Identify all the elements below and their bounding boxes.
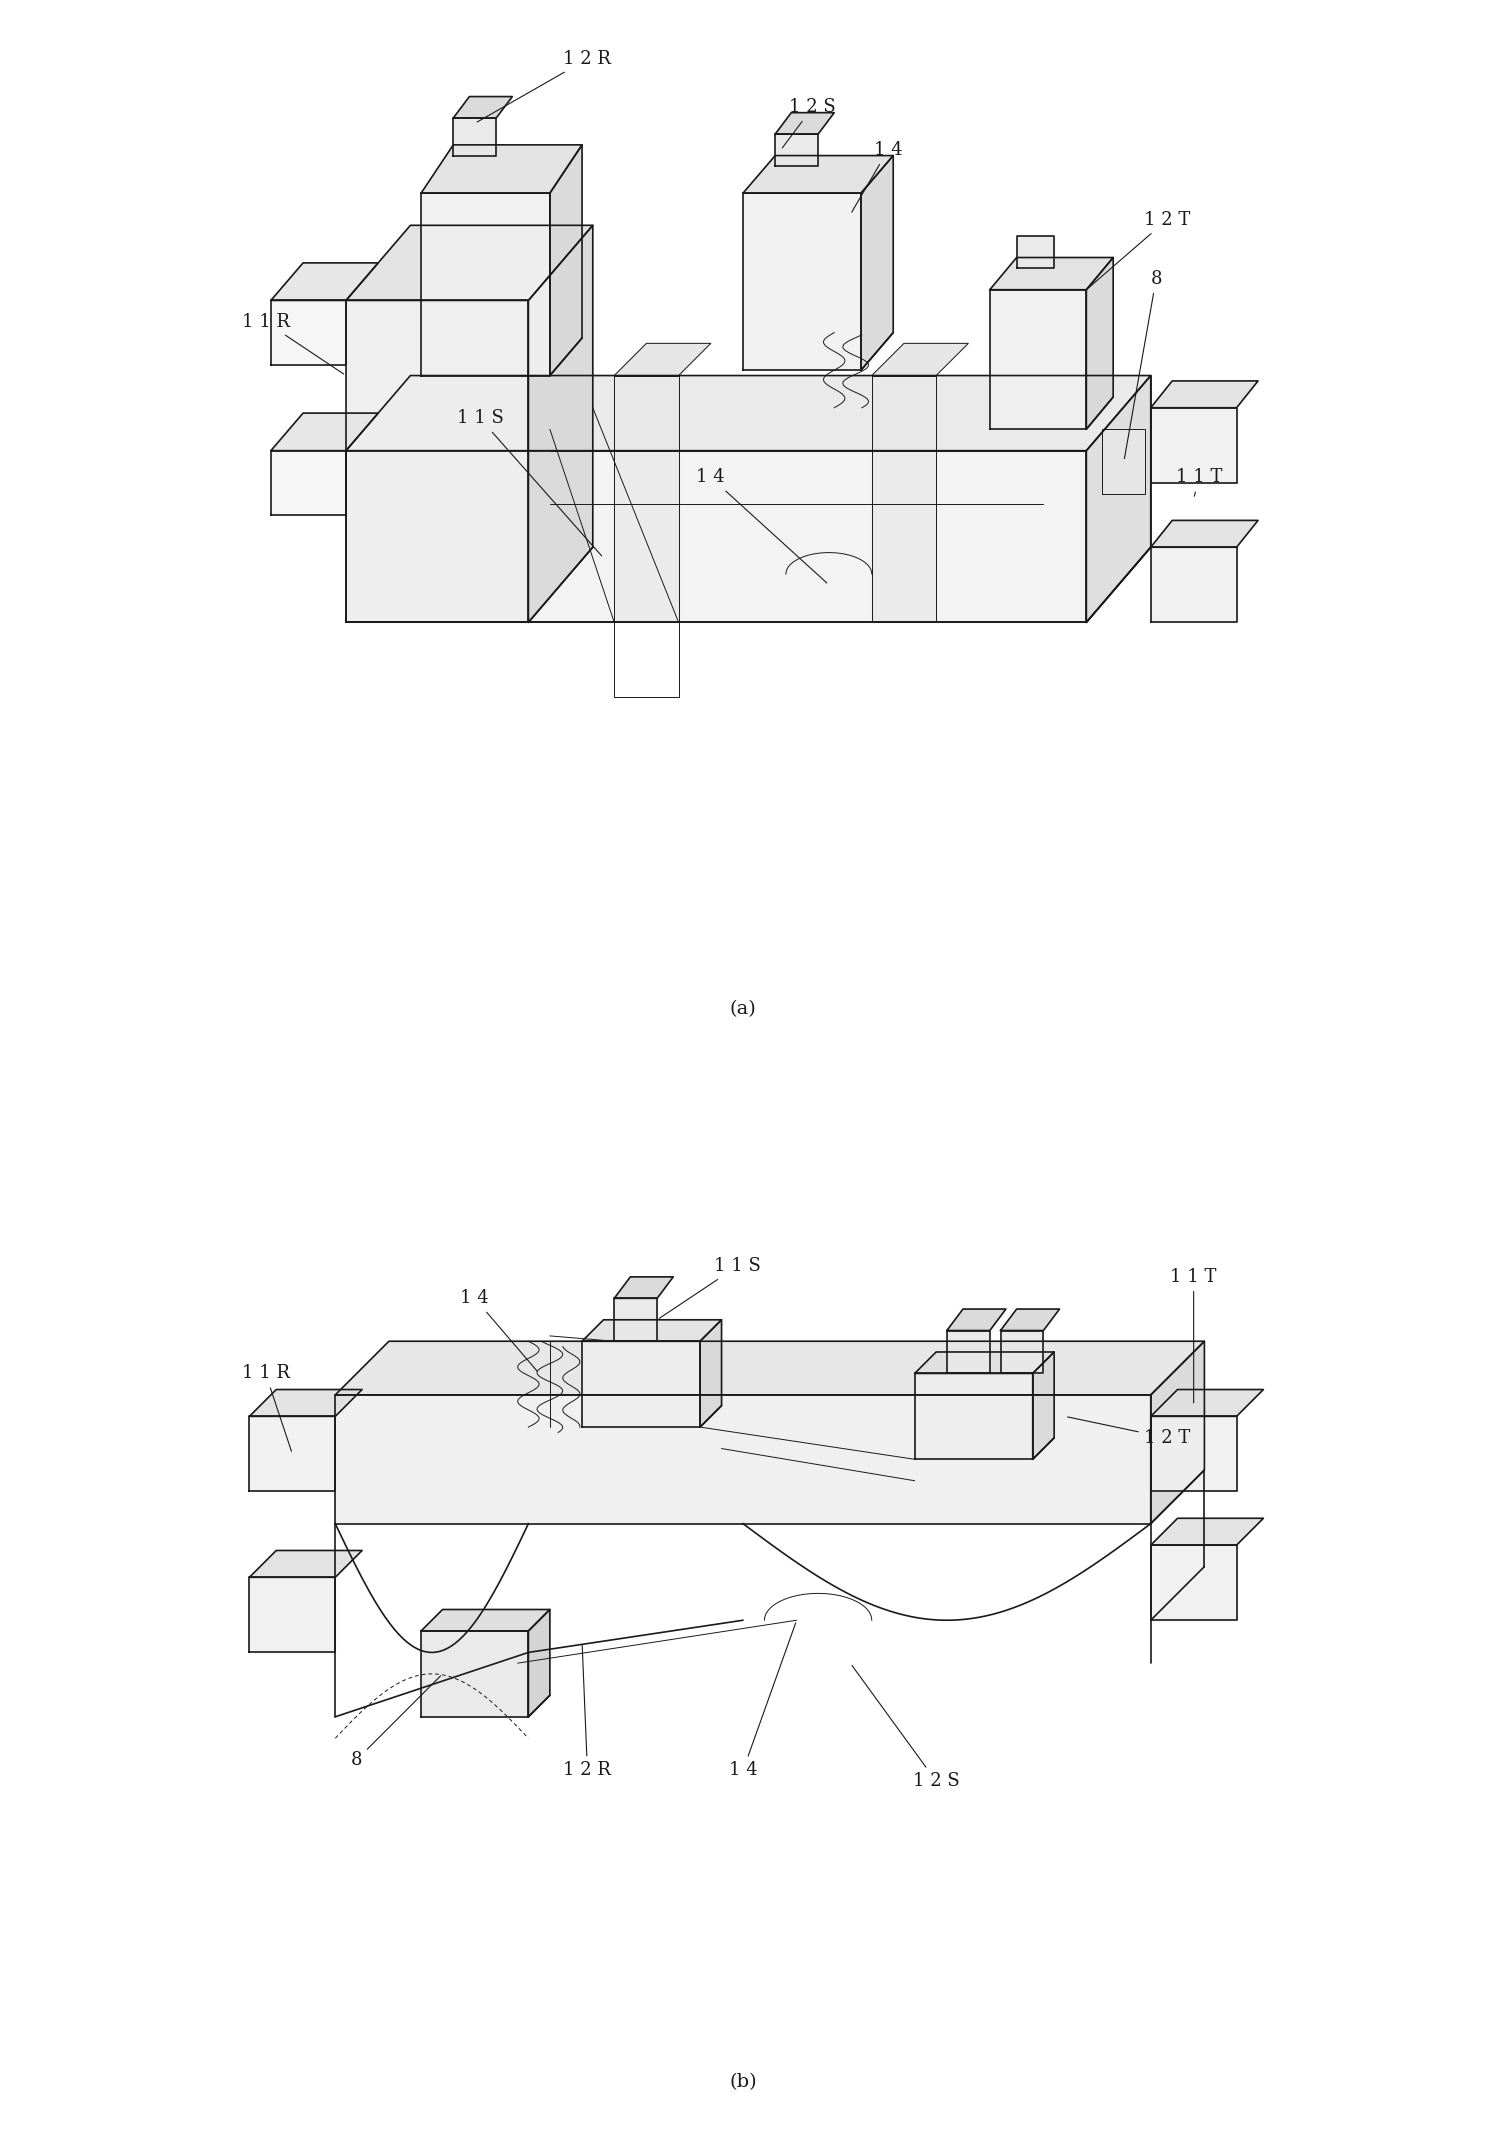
Text: 1 1 R: 1 1 R — [242, 1365, 291, 1451]
Polygon shape — [1000, 1309, 1060, 1331]
Text: 1 2 T: 1 2 T — [1088, 210, 1190, 288]
Text: 1 2 S: 1 2 S — [851, 1665, 960, 1790]
Polygon shape — [872, 376, 936, 622]
Polygon shape — [614, 1298, 657, 1341]
Text: 1 2 R: 1 2 R — [563, 1644, 611, 1779]
Polygon shape — [583, 1320, 722, 1341]
Polygon shape — [915, 1373, 1033, 1459]
Polygon shape — [872, 343, 969, 376]
Polygon shape — [1033, 1352, 1054, 1459]
Polygon shape — [990, 290, 1086, 429]
Polygon shape — [1000, 1331, 1043, 1373]
Polygon shape — [346, 300, 529, 622]
Polygon shape — [1150, 382, 1259, 408]
Polygon shape — [421, 1610, 550, 1631]
Text: 1 2 R: 1 2 R — [477, 49, 611, 122]
Polygon shape — [346, 225, 593, 300]
Polygon shape — [1086, 376, 1150, 622]
Polygon shape — [614, 1277, 673, 1298]
Text: 1 1 S: 1 1 S — [456, 410, 602, 556]
Text: 1 1 T: 1 1 T — [1171, 1268, 1217, 1403]
Polygon shape — [860, 157, 893, 369]
Polygon shape — [776, 133, 819, 167]
Polygon shape — [990, 258, 1113, 290]
Polygon shape — [1150, 1341, 1204, 1524]
Polygon shape — [346, 376, 1150, 451]
Text: 1 4: 1 4 — [728, 1622, 795, 1779]
Polygon shape — [336, 1341, 1204, 1395]
Text: 8: 8 — [351, 1676, 440, 1768]
Polygon shape — [1150, 1391, 1263, 1416]
Text: 1 4: 1 4 — [461, 1290, 538, 1371]
Polygon shape — [1150, 1416, 1236, 1491]
Polygon shape — [1150, 521, 1259, 547]
Polygon shape — [453, 118, 496, 157]
Polygon shape — [700, 1320, 722, 1427]
Text: 1 2 T: 1 2 T — [1067, 1416, 1190, 1446]
Polygon shape — [421, 146, 583, 193]
Polygon shape — [529, 225, 593, 622]
Text: 1 1 R: 1 1 R — [242, 313, 343, 373]
Text: (b): (b) — [730, 2073, 756, 2090]
Polygon shape — [421, 1631, 529, 1717]
Polygon shape — [529, 1610, 550, 1717]
Polygon shape — [947, 1309, 1006, 1331]
Text: 1 1 S: 1 1 S — [660, 1258, 761, 1318]
Text: 8: 8 — [1125, 270, 1162, 459]
Polygon shape — [1150, 547, 1236, 622]
Polygon shape — [743, 157, 893, 193]
Polygon shape — [250, 1549, 363, 1577]
Polygon shape — [270, 412, 377, 451]
Text: 1 4: 1 4 — [851, 142, 902, 212]
Polygon shape — [270, 451, 346, 515]
Polygon shape — [1150, 1545, 1236, 1620]
Polygon shape — [250, 1391, 363, 1416]
Polygon shape — [1150, 408, 1236, 483]
Polygon shape — [346, 451, 1086, 622]
Polygon shape — [270, 300, 346, 365]
Text: 1 1 T: 1 1 T — [1175, 468, 1221, 496]
Polygon shape — [453, 97, 513, 118]
Polygon shape — [776, 112, 834, 133]
Polygon shape — [915, 1352, 1054, 1373]
Polygon shape — [336, 1395, 1150, 1524]
Text: 1 4: 1 4 — [697, 468, 826, 584]
Polygon shape — [614, 376, 679, 622]
Polygon shape — [947, 1331, 990, 1373]
Polygon shape — [1016, 236, 1054, 268]
Polygon shape — [421, 193, 550, 376]
Polygon shape — [743, 193, 860, 369]
Polygon shape — [1150, 1519, 1263, 1545]
Polygon shape — [1086, 258, 1113, 429]
Polygon shape — [614, 343, 710, 376]
Text: (a): (a) — [730, 1000, 756, 1017]
Polygon shape — [583, 1341, 700, 1427]
Polygon shape — [1103, 429, 1146, 494]
Text: 1 2 S: 1 2 S — [782, 99, 837, 148]
Polygon shape — [550, 146, 583, 376]
Polygon shape — [250, 1416, 336, 1491]
Polygon shape — [270, 264, 377, 300]
Polygon shape — [250, 1577, 336, 1652]
